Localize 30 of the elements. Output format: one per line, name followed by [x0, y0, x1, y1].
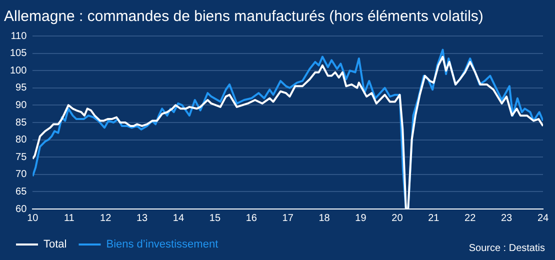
x-tick-label: 16 — [246, 212, 258, 224]
y-tick-label: 110 — [10, 30, 28, 42]
x-tick-label: 19 — [355, 212, 367, 224]
x-tick-label: 18 — [318, 212, 330, 224]
x-tick-label: 13 — [136, 212, 148, 224]
y-tick-label: 100 — [10, 65, 28, 76]
x-tick-label: 17 — [282, 212, 294, 224]
chart-title: Allemagne : commandes de biens manufacturés (hors éléments volatils) — [4, 8, 484, 26]
x-tick-label: 11 — [64, 212, 75, 224]
y-tick-label: 90 — [16, 100, 28, 111]
y-tick-label: 60 — [16, 204, 28, 215]
y-tick-label: 75 — [16, 152, 28, 163]
x-tick-label: 20 — [392, 212, 404, 224]
x-tick-label: 22 — [464, 212, 476, 224]
x-tick-label: 10 — [27, 212, 39, 224]
x-tick-label: 24 — [537, 212, 549, 224]
y-tick-label: 80 — [16, 134, 28, 146]
y-tick-label: 85 — [16, 117, 28, 128]
legend-label: Total — [44, 238, 67, 251]
y-tick-label: 105 — [10, 48, 28, 60]
y-tick-label: 70 — [16, 169, 28, 180]
x-tick-label: 23 — [500, 212, 513, 224]
x-tick-label: 15 — [209, 212, 221, 224]
x-tick-label: 14 — [172, 212, 184, 224]
x-tick-label: 12 — [100, 212, 112, 224]
legend-label: Biens d’investissement — [106, 238, 218, 251]
source-note: Source : Destatis — [468, 242, 545, 254]
y-tick-label: 95 — [16, 82, 28, 94]
y-tick-label: 65 — [16, 186, 28, 198]
x-tick-label: 21 — [428, 212, 440, 224]
